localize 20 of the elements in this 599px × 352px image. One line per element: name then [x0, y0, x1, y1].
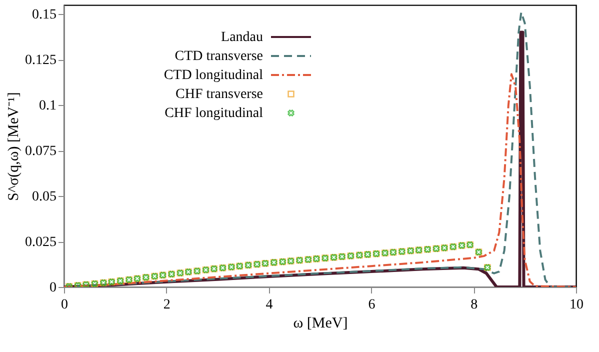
legend-label: CHF transverse — [176, 87, 263, 102]
y-axis-title: S^σ(q,ω) [MeV⁻¹] — [6, 92, 22, 201]
x-tick-label: 0 — [61, 298, 68, 312]
y-tick-label: 0.125 — [25, 53, 56, 68]
x-tick-label: 10 — [570, 298, 584, 312]
legend-label: CHF longitudinal — [164, 106, 264, 121]
legend-label: CTD transverse — [174, 49, 263, 64]
y-tick-label: 0.1 — [39, 98, 56, 114]
y-tick-label: 0.075 — [25, 144, 56, 160]
y-tick-label: 0.025 — [25, 235, 56, 250]
x-tick-label: 4 — [266, 298, 273, 312]
y-tick-label: 0.05 — [32, 190, 56, 205]
legend-label: Landau — [221, 30, 263, 45]
y-tick-label: 0 — [50, 280, 56, 296]
y-tick-label: 0.15 — [32, 8, 56, 23]
x-tick-label: 2 — [163, 298, 170, 312]
x-tick-label: 6 — [368, 298, 376, 312]
x-tick-label: 8 — [470, 298, 478, 312]
x-axis-title: ω [MeV] — [293, 316, 348, 332]
legend-label: CTD longitudinal — [164, 68, 264, 83]
